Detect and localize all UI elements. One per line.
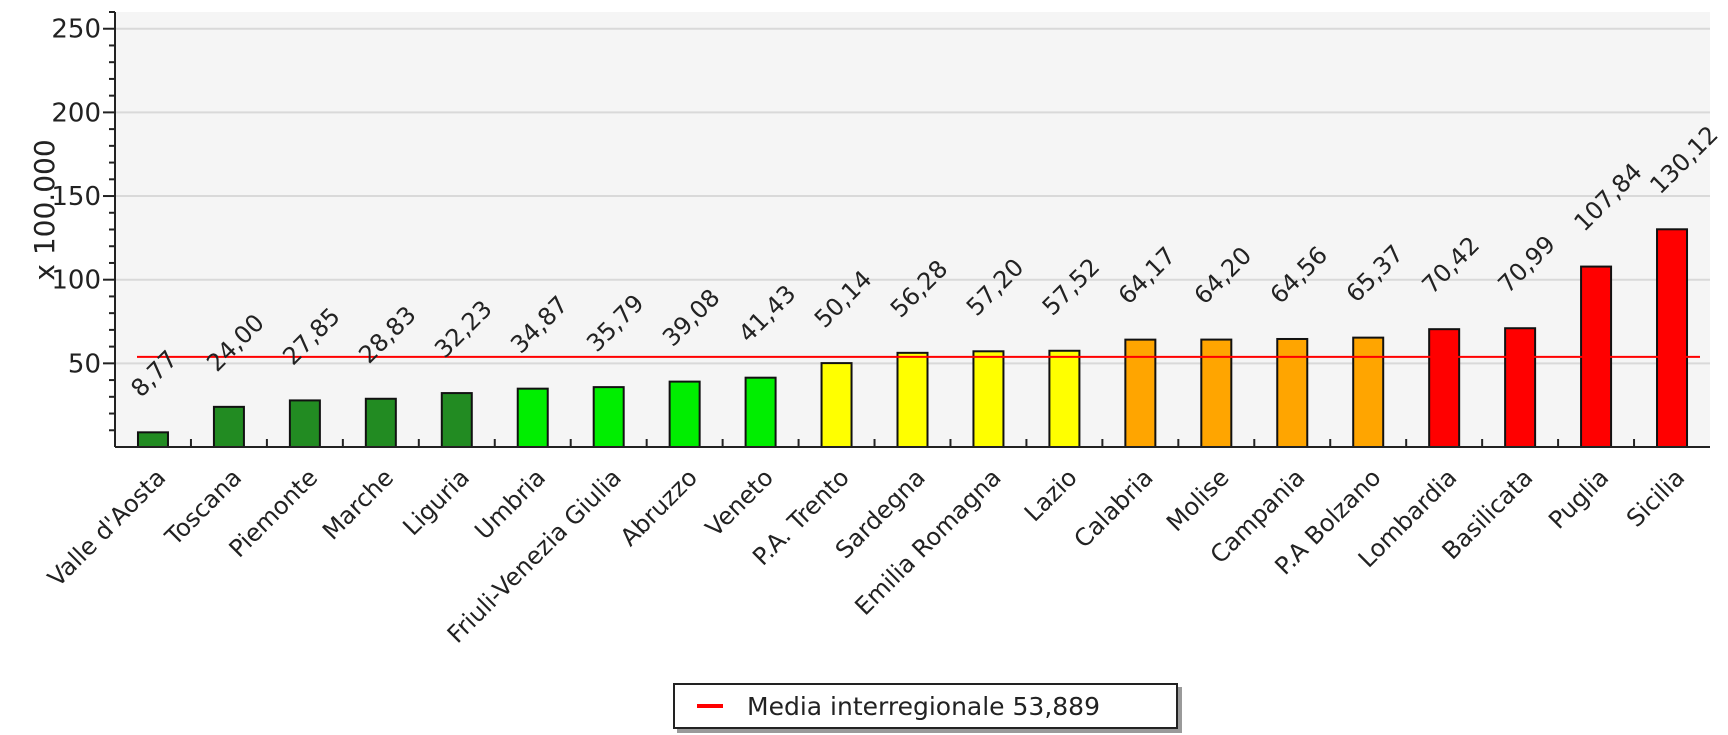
bar — [1124, 338, 1157, 448]
x-axis-ticks — [189, 439, 1636, 447]
legend-swatch — [697, 704, 723, 708]
y-axis-label: x 100.000 — [28, 139, 61, 280]
y-tick-label: 200 — [51, 98, 101, 128]
legend-label: Media interregionale 53,889 — [747, 691, 1100, 721]
category-label: Puglia — [1543, 463, 1614, 534]
bars — [136, 228, 1689, 449]
bar — [820, 362, 853, 448]
category-labels: Valle d'AostaToscanaPiemonteMarcheLiguri… — [42, 463, 1690, 648]
category-label: Emilia Romagna — [849, 463, 1006, 620]
bar — [668, 380, 701, 448]
legend: Media interregionale 53,889 — [673, 683, 1178, 729]
category-label: Liguria — [397, 463, 475, 541]
y-tick-label: 100 — [51, 266, 101, 296]
y-tick-label: 150 — [51, 182, 101, 212]
bar — [288, 399, 321, 449]
bar — [1656, 228, 1689, 448]
category-label: Abruzzo — [615, 463, 703, 551]
category-label: Molise — [1161, 463, 1235, 537]
category-label: Calabria — [1069, 463, 1159, 553]
bar — [1276, 337, 1309, 448]
bar — [1504, 327, 1537, 448]
bar — [1428, 328, 1461, 448]
bar — [516, 387, 549, 449]
bar — [1352, 336, 1385, 448]
bar — [212, 405, 245, 449]
y-axis-ticks: 50 100 150 200 250 — [51, 11, 115, 432]
bar — [896, 351, 929, 448]
bar — [136, 431, 169, 449]
category-label: Valle d'Aosta — [42, 463, 171, 592]
category-label: Marche — [317, 463, 399, 545]
y-tick-label: 250 — [51, 15, 101, 45]
category-label: Sicilia — [1621, 463, 1690, 532]
bar — [1048, 349, 1081, 448]
y-tick-label: 50 — [68, 349, 101, 379]
bar — [364, 397, 397, 449]
bar — [592, 386, 625, 448]
bar — [972, 350, 1005, 448]
bar — [440, 392, 473, 448]
bar — [1200, 338, 1233, 449]
bar — [744, 376, 777, 448]
category-label: Lazio — [1019, 463, 1083, 527]
